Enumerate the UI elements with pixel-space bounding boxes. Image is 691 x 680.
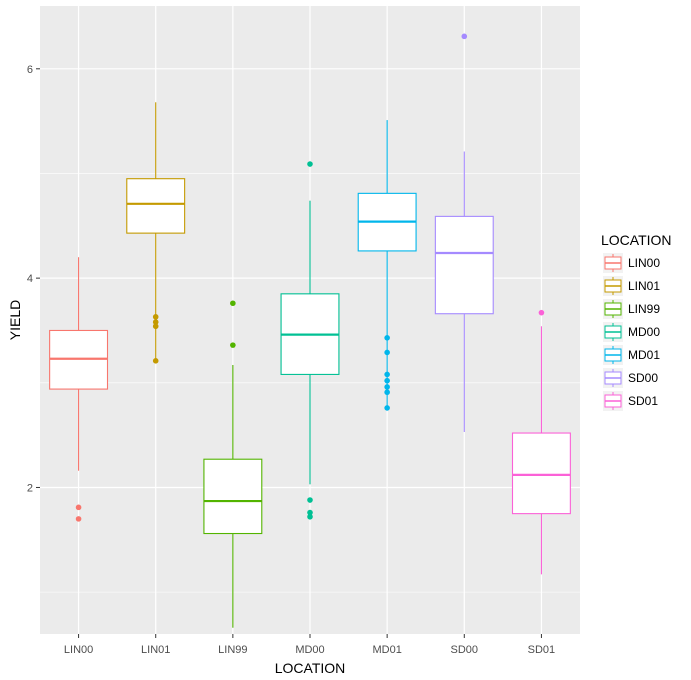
legend-label: MD01 (628, 348, 660, 362)
x-tick-label: MD01 (372, 644, 401, 656)
outlier-point (384, 377, 390, 384)
outlier-point (307, 509, 313, 516)
boxes (49, 33, 571, 628)
x-axis-label: LOCATION (275, 660, 346, 676)
legend-item-md00: MD00 (603, 322, 660, 342)
x-tick-label: SD00 (451, 644, 479, 656)
outlier-point (538, 309, 545, 316)
legend-item-sd00: SD00 (603, 368, 658, 388)
outlier-point (152, 314, 159, 320)
box-sd00 (434, 33, 494, 432)
legend-label: LIN99 (628, 302, 660, 316)
outlier-point (230, 300, 236, 307)
x-tick-label: LIN99 (218, 644, 247, 656)
y-tick-label: 2 (27, 482, 33, 494)
y-axis: 2 4 6 (27, 64, 40, 494)
outlier-point (384, 389, 390, 396)
outlier-point (461, 33, 468, 40)
x-axis: LIN00 LIN01 LIN99 MD00 MD01 SD00 SD01 (64, 634, 555, 656)
box-md01 (357, 120, 417, 411)
box-sd01 (511, 309, 571, 575)
outlier-point (75, 516, 82, 522)
outlier-point (384, 405, 390, 411)
legend-label: MD00 (628, 325, 660, 339)
box-lin99 (203, 300, 263, 628)
outlier-point (75, 504, 82, 511)
y-tick-label: 4 (27, 273, 33, 285)
outlier-point (384, 334, 390, 341)
legend-item-lin99: LIN99 (603, 299, 660, 319)
outlier-point (384, 371, 390, 378)
y-tick-label: 6 (27, 64, 33, 76)
box-md00 (280, 161, 340, 520)
legend-label: LIN00 (628, 256, 660, 270)
x-tick-label: MD00 (295, 644, 324, 656)
x-tick-label: SD01 (528, 644, 556, 656)
box-lin01 (126, 102, 186, 364)
outlier-point (152, 358, 159, 364)
legend-title: LOCATION (601, 232, 672, 248)
legend: LOCATION LIN00 LIN01 LIN99 MD00 MD01 SD00 SD01 (601, 232, 672, 411)
outlier-point (307, 497, 313, 503)
outlier-point (384, 384, 390, 390)
legend-label: SD00 (628, 371, 658, 385)
legend-item-lin01: LIN01 (603, 276, 660, 296)
x-tick-label: LIN01 (141, 644, 170, 656)
x-tick-label: LIN00 (64, 644, 93, 656)
legend-label: SD01 (628, 394, 658, 408)
outlier-point (307, 161, 313, 167)
legend-item-md01: MD01 (603, 345, 660, 365)
box-lin00 (49, 257, 109, 522)
box-iqr (511, 432, 571, 515)
box-iqr (126, 178, 186, 234)
outlier-point (384, 349, 390, 356)
legend-item-sd01: SD01 (603, 391, 658, 411)
legend-label: LIN01 (628, 279, 660, 293)
outlier-point (230, 342, 236, 348)
y-axis-label: YIELD (7, 300, 23, 340)
legend-item-lin00: LIN00 (603, 253, 660, 273)
outlier-point (152, 319, 159, 325)
box-iqr (203, 458, 263, 535)
outlier-point (307, 513, 313, 520)
outlier-point (152, 323, 159, 330)
box-iqr (434, 215, 494, 315)
